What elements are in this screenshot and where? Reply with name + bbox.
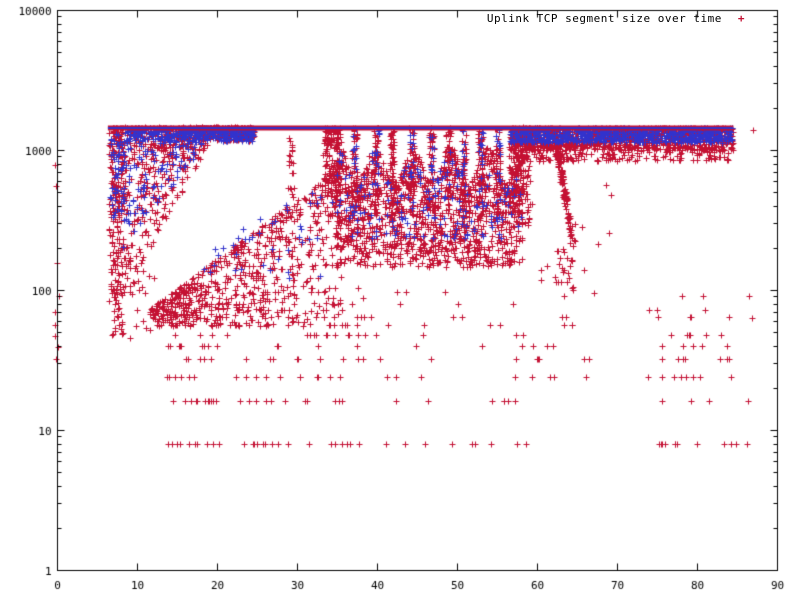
legend: Uplink TCP segment size over time + (487, 12, 745, 25)
legend-label: Uplink TCP segment size over time (486, 12, 722, 25)
legend-plus-marker-icon: + (737, 12, 745, 25)
